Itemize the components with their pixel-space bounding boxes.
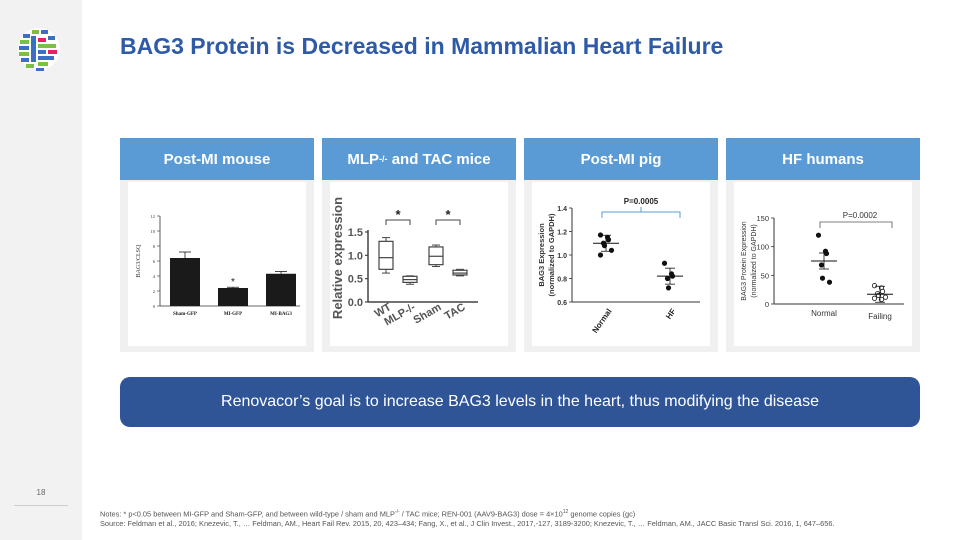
y-axis-label: BAG3/CLSQ	[136, 244, 142, 277]
y-axis-label: Relative expression	[330, 197, 345, 319]
panel-hf-humans: HF humans 0 50 100 150 BAG3 Protein Expressi…	[726, 138, 920, 352]
data-point	[664, 275, 671, 282]
data-point	[818, 262, 825, 268]
significance-bracket	[601, 211, 681, 218]
notes-line: Notes: * p<0.05 between MI-GFP and Sham-…	[100, 509, 636, 519]
goal-banner: Renovacor’s goal is to increase BAG3 lev…	[120, 377, 920, 427]
bar	[266, 273, 296, 306]
y-tick-label: 2	[153, 289, 155, 294]
slide-title: BAG3 Protein is Decreased in Mammalian H…	[120, 33, 724, 59]
data-point	[815, 232, 822, 238]
y-axis-label: (normalized to GAPDH)	[547, 213, 556, 296]
panel-title-sup: -/-	[379, 154, 388, 164]
p-value-label: P=0.0002	[843, 211, 878, 220]
data-point	[819, 275, 826, 281]
x-tick-label: Sham-GFP	[173, 312, 197, 317]
y-tick-label: 1.0	[557, 253, 567, 260]
y-tick-label: 6	[153, 259, 156, 264]
data-point	[608, 247, 615, 253]
panel-header: MLP -/- and TAC mice	[322, 138, 516, 180]
bar	[170, 258, 200, 306]
page-number-rule	[14, 505, 68, 506]
panel-title-main: MLP	[347, 150, 380, 168]
panel-mlp-tac-mice: MLP -/- and TAC mice 0.0 0.5 1.0 1.5 Relative…	[322, 138, 516, 352]
significance-bracket	[435, 219, 461, 225]
x-tick-label: Normal	[811, 309, 837, 318]
panel-post-mi-pig: Post-MI pig 0.6 0.8 1.0 1.2 1.4 BAG3 Expressi…	[524, 138, 718, 352]
data-point	[882, 294, 889, 300]
pig-scatter-chart: 0.6 0.8 1.0 1.2 1.4 BAG3 Expression (normalize…	[537, 197, 700, 335]
bar	[218, 288, 248, 306]
panel-body: 0 50 100 150 BAG3 Protein Expression (normali…	[734, 182, 912, 346]
y-axis-label: (normalized to GAPDH)	[751, 224, 758, 298]
significance-star: *	[445, 207, 451, 222]
mouse-bar-chart: 0 2 4 6 8 10 12 BAG3/CLSQ Sham-GFP MI-GFP MI-BAG3 *	[136, 214, 300, 317]
panel-body: 0 2 4 6 8 10 12 BAG3/CLSQ Sham-GFP MI-GFP MI-BAG3 *	[128, 182, 306, 346]
y-tick-label: 8	[153, 244, 156, 249]
y-tick-label: 50	[761, 271, 769, 280]
page-number: 18	[36, 488, 46, 497]
y-tick-label: 1.5	[348, 227, 363, 239]
data-point	[661, 260, 668, 266]
y-axis-label: BAG3 Protein Expression	[741, 221, 748, 300]
renovacor-logo	[18, 28, 60, 71]
y-tick-label: 0.5	[348, 274, 363, 286]
y-tick-label: 1.2	[557, 230, 567, 237]
x-tick-label: HF	[664, 307, 678, 321]
y-tick-label: 1.4	[557, 206, 567, 213]
data-point	[826, 279, 833, 285]
data-point	[823, 250, 830, 257]
human-scatter-chart: 0 50 100 150 BAG3 Protein Expression (normali…	[741, 211, 904, 321]
y-tick-label: 0.8	[557, 277, 567, 284]
box	[378, 240, 394, 270]
panel-header: Post-MI mouse	[120, 138, 314, 180]
goal-banner-text: Renovacor’s goal is to increase BAG3 lev…	[221, 393, 819, 410]
x-tick-label: Normal	[590, 307, 613, 335]
significance-bracket	[385, 219, 411, 225]
panel-body: 0.0 0.5 1.0 1.5 Relative expression * * WT MLP-/…	[330, 182, 508, 346]
y-tick-label: 100	[756, 243, 769, 252]
panel-post-mi-mouse: Post-MI mouse 0 2 4 6 8 10 12 BAG3/CLSQ Sham-GFP…	[120, 138, 314, 352]
x-tick-label: MI-GFP	[224, 312, 242, 317]
p-value-label: P=0.0005	[624, 197, 659, 206]
data-point	[665, 285, 672, 291]
y-tick-label: 0	[153, 304, 156, 309]
panel-header: HF humans	[726, 138, 920, 180]
x-tick-label: Sham	[412, 301, 444, 326]
y-tick-label: 0	[765, 300, 769, 309]
y-tick-label: 0.6	[557, 300, 567, 307]
panel-header: Post-MI pig	[524, 138, 718, 180]
y-tick-label: 4	[153, 274, 156, 279]
y-tick-label: 0.0	[348, 297, 363, 309]
y-tick-label: 1.0	[348, 250, 363, 262]
y-tick-label: 150	[756, 214, 769, 223]
footnotes: Notes: * p<0.05 between MI-GFP and Sham-…	[100, 507, 950, 529]
data-point	[871, 283, 878, 289]
left-sidebar: 18	[0, 0, 82, 540]
data-point	[605, 237, 612, 243]
y-axis-label: BAG3 Expression	[537, 223, 546, 287]
source-line: Source: Feldman et al., 2016; Knezevic, …	[100, 519, 835, 529]
panel-body: 0.6 0.8 1.0 1.2 1.4 BAG3 Expression (normalize…	[532, 182, 710, 346]
x-tick-label: Failing	[868, 312, 892, 321]
data-point	[879, 288, 886, 294]
panel-title-rest: and TAC mice	[387, 150, 491, 168]
data-point	[597, 252, 604, 258]
data-point	[878, 296, 885, 303]
data-point	[871, 295, 878, 301]
significance-bracket	[819, 221, 893, 228]
x-tick-label: TAC	[443, 301, 468, 322]
significance-star: *	[231, 277, 235, 288]
significance-star: *	[395, 207, 401, 222]
y-tick-label: 12	[151, 214, 156, 219]
x-tick-label: MI-BAG3	[270, 312, 292, 317]
y-tick-label: 10	[151, 229, 156, 234]
